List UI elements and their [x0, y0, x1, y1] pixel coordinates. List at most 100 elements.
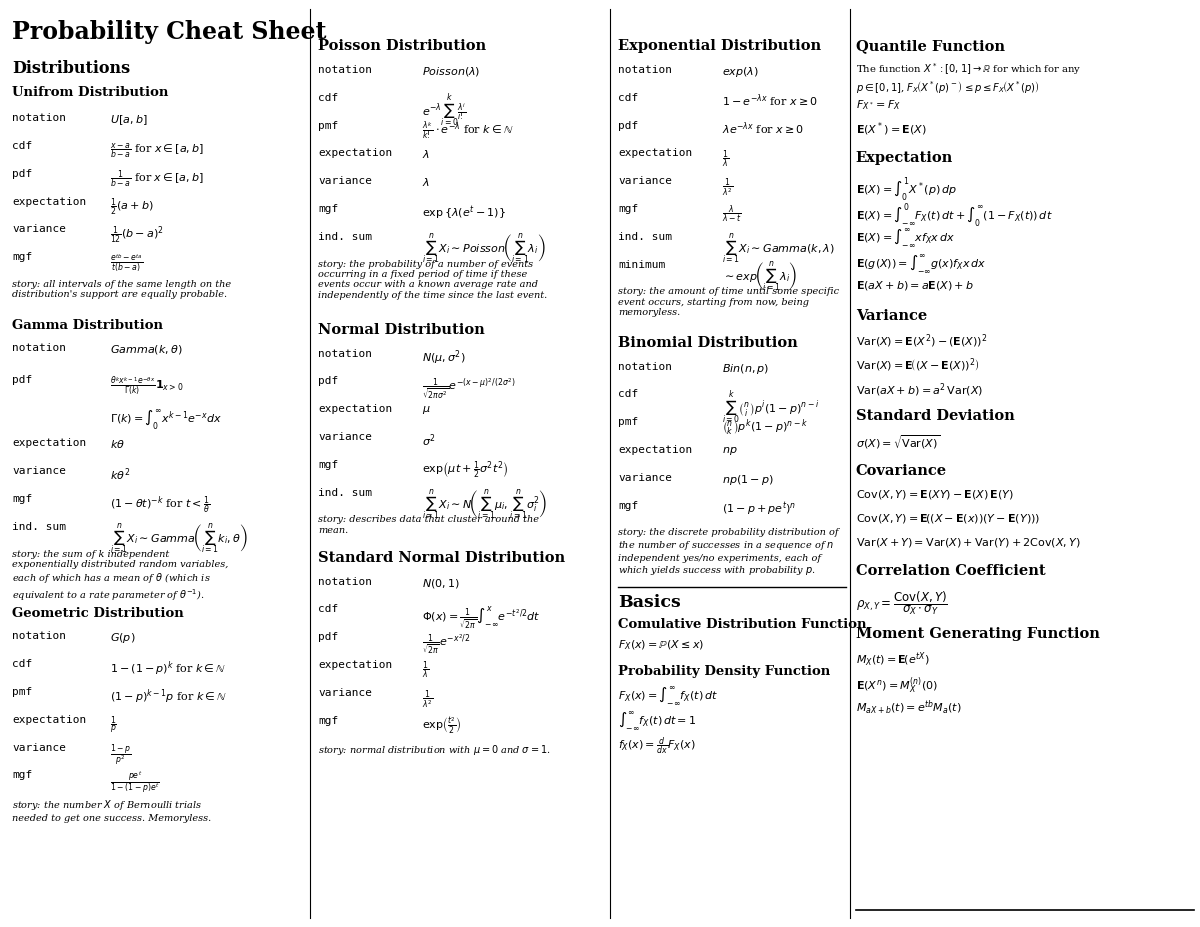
Text: variance: variance	[318, 432, 372, 442]
Text: $\frac{1}{\lambda^2}$: $\frac{1}{\lambda^2}$	[722, 176, 733, 199]
Text: $np(1-p)$: $np(1-p)$	[722, 473, 774, 487]
Text: $\frac{1}{\lambda}$: $\frac{1}{\lambda}$	[722, 148, 730, 170]
Text: cdf: cdf	[618, 389, 638, 400]
Text: $1-(1-p)^k$ for $k \in \mathbb{N}$: $1-(1-p)^k$ for $k \in \mathbb{N}$	[110, 659, 227, 678]
Text: Moment Generating Function: Moment Generating Function	[856, 627, 1099, 641]
Text: $M_X(t) = \mathbf{E}\!\left(e^{tX}\right)$: $M_X(t) = \mathbf{E}\!\left(e^{tX}\right…	[856, 651, 929, 669]
Text: $M_{aX+b}(t) = e^{tb} M_a(t)$: $M_{aX+b}(t) = e^{tb} M_a(t)$	[856, 699, 961, 717]
Text: variance: variance	[318, 688, 372, 698]
Text: $\exp\{\lambda(e^t - 1)\}$: $\exp\{\lambda(e^t - 1)\}$	[422, 204, 506, 222]
Text: $N(0,1)$: $N(0,1)$	[422, 577, 461, 590]
Text: $\sum_{i=0}^{k}\binom{n}{i} p^i (1-p)^{n-i}$: $\sum_{i=0}^{k}\binom{n}{i} p^i (1-p)^{n…	[722, 389, 820, 426]
Text: $\mathrm{Var}(aX+b) = a^2\,\mathrm{Var}(X)$: $\mathrm{Var}(aX+b) = a^2\,\mathrm{Var}(…	[856, 381, 983, 399]
Text: expectation: expectation	[318, 148, 392, 159]
Text: $\exp\!\left(\mu t + \frac{1}{2}\sigma^2 t^2\right)$: $\exp\!\left(\mu t + \frac{1}{2}\sigma^2…	[422, 460, 509, 481]
Text: $\mathbf{E}(aX+b) = a\mathbf{E}(X) + b$: $\mathbf{E}(aX+b) = a\mathbf{E}(X) + b$	[856, 279, 973, 292]
Text: pdf: pdf	[318, 376, 338, 387]
Text: cdf: cdf	[318, 604, 338, 615]
Text: notation: notation	[318, 65, 372, 75]
Text: $\frac{e^{tb}-e^{ta}}{t(b-a)}$: $\frac{e^{tb}-e^{ta}}{t(b-a)}$	[110, 252, 144, 273]
Text: story: describes data that cluster around the
mean.: story: describes data that cluster aroun…	[318, 515, 539, 535]
Text: variance: variance	[318, 176, 372, 186]
Text: $(1-\theta t)^{-k}$ for $t < \frac{1}{\theta}$: $(1-\theta t)^{-k}$ for $t < \frac{1}{\t…	[110, 494, 211, 515]
Text: $\mathbf{E}(g(X)) = \int_{-\infty}^{\infty} g(x) f_X x\,dx$: $\mathbf{E}(g(X)) = \int_{-\infty}^{\inf…	[856, 253, 986, 275]
Text: pdf: pdf	[12, 169, 32, 179]
Text: Probability Density Function: Probability Density Function	[618, 665, 830, 678]
Text: Poisson Distribution: Poisson Distribution	[318, 39, 486, 53]
Text: notation: notation	[12, 631, 66, 641]
Text: Exponential Distribution: Exponential Distribution	[618, 39, 821, 53]
Text: $\mathbf{E}(X) = \int_{-\infty}^{\infty} x f_X x\,dx$: $\mathbf{E}(X) = \int_{-\infty}^{\infty}…	[856, 227, 954, 249]
Text: cdf: cdf	[618, 93, 638, 103]
Text: pmf: pmf	[618, 417, 638, 427]
Text: Binomial Distribution: Binomial Distribution	[618, 336, 798, 349]
Text: cdf: cdf	[318, 93, 338, 103]
Text: mgf: mgf	[318, 460, 338, 470]
Text: $\frac{1}{\sqrt{2\pi\sigma^2}} e^{-(x-\mu)^2/(2\sigma^2)}$: $\frac{1}{\sqrt{2\pi\sigma^2}} e^{-(x-\m…	[422, 376, 516, 402]
Text: $p \in [0,1]$, $F_X\!\left(X^*(p)^-\right) \leq p \leq F_X\!\left(X^*(p)\right)$: $p \in [0,1]$, $F_X\!\left(X^*(p)^-\righ…	[856, 79, 1039, 95]
Text: story: the number $X$ of Bernoulli trials
needed to get one success. Memoryless.: story: the number $X$ of Bernoulli trial…	[12, 798, 211, 822]
Text: Comulative Distribution Function: Comulative Distribution Function	[618, 618, 866, 631]
Text: $(1-p+pe^t)^n$: $(1-p+pe^t)^n$	[722, 501, 797, 518]
Text: Probability Cheat Sheet: Probability Cheat Sheet	[12, 20, 326, 44]
Text: $\mu$: $\mu$	[422, 404, 431, 416]
Text: $f_X(x) = \frac{d}{dx} F_X(x)$: $f_X(x) = \frac{d}{dx} F_X(x)$	[618, 735, 696, 756]
Text: $Poisson(\lambda)$: $Poisson(\lambda)$	[422, 65, 481, 78]
Text: Quantile Function: Quantile Function	[856, 39, 1004, 53]
Text: expectation: expectation	[318, 404, 392, 414]
Text: Distributions: Distributions	[12, 60, 130, 77]
Text: mgf: mgf	[318, 716, 338, 726]
Text: pdf: pdf	[318, 632, 338, 642]
Text: $exp(\lambda)$: $exp(\lambda)$	[722, 65, 760, 79]
Text: mgf: mgf	[12, 770, 32, 781]
Text: $F_X(x) = \mathbb{P}(X \leq x)$: $F_X(x) = \mathbb{P}(X \leq x)$	[618, 639, 704, 653]
Text: $\lambda e^{-\lambda x}$ for $x \geq 0$: $\lambda e^{-\lambda x}$ for $x \geq 0$	[722, 121, 805, 137]
Text: expectation: expectation	[12, 438, 86, 449]
Text: $\sim exp\!\left(\sum_{i=1}^{n}\lambda_i\right)$: $\sim exp\!\left(\sum_{i=1}^{n}\lambda_i…	[722, 260, 798, 294]
Text: $\frac{\lambda}{\lambda - t}$: $\frac{\lambda}{\lambda - t}$	[722, 204, 742, 225]
Text: mgf: mgf	[318, 204, 338, 214]
Text: notation: notation	[618, 362, 672, 372]
Text: Basics: Basics	[618, 594, 680, 611]
Text: $\mathrm{Cov}(X,Y) = \mathbf{E}(XY) - \mathbf{E}(X)\,\mathbf{E}(Y)$: $\mathrm{Cov}(X,Y) = \mathbf{E}(XY) - \m…	[856, 488, 1014, 501]
Text: $\mathbf{E}(X^*) = \mathbf{E}(X)$: $\mathbf{E}(X^*) = \mathbf{E}(X)$	[856, 121, 926, 138]
Text: $\sum_{i=1}^{n} X_i \sim Gamma(k,\lambda)$: $\sum_{i=1}^{n} X_i \sim Gamma(k,\lambda…	[722, 232, 835, 266]
Text: story: all intervals of the same length on the
distribution's support are equall: story: all intervals of the same length …	[12, 280, 232, 299]
Text: notation: notation	[618, 65, 672, 75]
Text: $\int_{-\infty}^{\infty} f_X(t)\, dt = 1$: $\int_{-\infty}^{\infty} f_X(t)\, dt = 1…	[618, 710, 696, 732]
Text: $\rho_{X,Y} = \dfrac{\mathrm{Cov}(X,Y)}{\sigma_X \cdot \sigma_Y}$: $\rho_{X,Y} = \dfrac{\mathrm{Cov}(X,Y)}{…	[856, 590, 948, 617]
Text: $\frac{1-p}{p^2}$: $\frac{1-p}{p^2}$	[110, 743, 132, 769]
Text: ind. sum: ind. sum	[318, 232, 372, 242]
Text: $Bin(n,p)$: $Bin(n,p)$	[722, 362, 769, 375]
Text: Geometric Distribution: Geometric Distribution	[12, 607, 184, 620]
Text: $\lambda$: $\lambda$	[422, 148, 431, 160]
Text: pmf: pmf	[318, 121, 338, 131]
Text: variance: variance	[618, 473, 672, 483]
Text: Unifrom Distribution: Unifrom Distribution	[12, 86, 168, 99]
Text: story: the probability of a number of events
occurring in a fixed period of time: story: the probability of a number of ev…	[318, 260, 547, 299]
Text: $\sigma^2$: $\sigma^2$	[422, 432, 436, 449]
Text: $np$: $np$	[722, 445, 738, 457]
Text: $\lambda$: $\lambda$	[422, 176, 431, 188]
Text: The function $X^*:[0,1] \to \mathbb{R}$ for which for any: The function $X^*:[0,1] \to \mathbb{R}$ …	[856, 61, 1081, 77]
Text: $e^{-\lambda}\sum_{i=0}^{k} \frac{\lambda^i}{i!}$: $e^{-\lambda}\sum_{i=0}^{k} \frac{\lambd…	[422, 93, 467, 130]
Text: $\frac{x-a}{b-a}$ for $x \in [a,b]$: $\frac{x-a}{b-a}$ for $x \in [a,b]$	[110, 141, 204, 159]
Text: $\frac{1}{\lambda^2}$: $\frac{1}{\lambda^2}$	[422, 688, 433, 711]
Text: expectation: expectation	[318, 660, 392, 670]
Text: $\Phi(x) = \frac{1}{\sqrt{2\pi}} \int_{-\infty}^{x} e^{-t^2/2} dt$: $\Phi(x) = \frac{1}{\sqrt{2\pi}} \int_{-…	[422, 604, 541, 631]
Text: cdf: cdf	[12, 659, 32, 669]
Text: variance: variance	[12, 743, 66, 753]
Text: story: the amount of time until some specific
event occurs, starting from now, b: story: the amount of time until some spe…	[618, 287, 839, 317]
Text: $\frac{\lambda^k}{k!} \cdot e^{-\lambda}$ for $k \in \mathbb{N}$: $\frac{\lambda^k}{k!} \cdot e^{-\lambda}…	[422, 121, 514, 141]
Text: $F_X(x) = \int_{-\infty}^{\infty} f_X(t)\, dt$: $F_X(x) = \int_{-\infty}^{\infty} f_X(t)…	[618, 685, 718, 707]
Text: notation: notation	[318, 349, 372, 359]
Text: minimum: minimum	[618, 260, 665, 270]
Text: pmf: pmf	[12, 687, 32, 697]
Text: $U\left[a,b\right]$: $U\left[a,b\right]$	[110, 113, 148, 127]
Text: pdf: pdf	[12, 375, 32, 386]
Text: $\mathbf{E}(X^n) = M_X^{(n)}(0)$: $\mathbf{E}(X^n) = M_X^{(n)}(0)$	[856, 675, 937, 695]
Text: $k\theta$: $k\theta$	[110, 438, 126, 451]
Text: expectation: expectation	[618, 148, 692, 159]
Text: $\exp\!\left(\frac{t^2}{2}\right)$: $\exp\!\left(\frac{t^2}{2}\right)$	[422, 716, 462, 736]
Text: Standard Normal Distribution: Standard Normal Distribution	[318, 551, 565, 565]
